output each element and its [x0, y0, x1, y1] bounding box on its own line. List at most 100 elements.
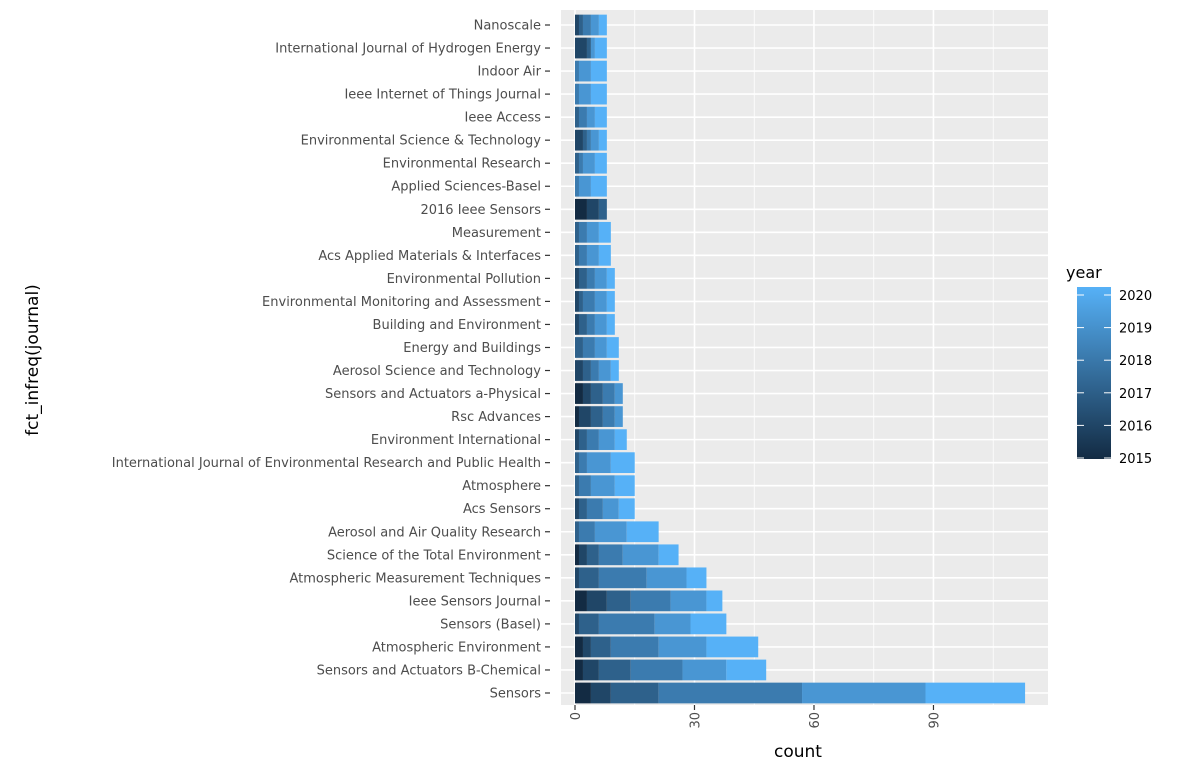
- bar-segment-2020: [626, 521, 659, 543]
- bar-segment-2018: [630, 590, 671, 612]
- category-label: Energy and Buildings: [403, 341, 541, 356]
- bar-segment-2020: [706, 590, 723, 612]
- category-label: Building and Environment: [373, 318, 541, 333]
- legend-title: year: [1066, 263, 1102, 282]
- x-axis-title: count: [774, 742, 822, 762]
- bar-segment-2017: [575, 452, 579, 474]
- bar-segment-2019: [578, 60, 591, 82]
- bar-segment-2018: [602, 406, 615, 427]
- bar-segment-2017: [582, 129, 587, 151]
- category-label: Sensors (Basel): [440, 617, 541, 632]
- bar-segment-2015: [575, 590, 587, 612]
- bar-segment-2020: [726, 659, 767, 681]
- bar-segment-2017: [590, 383, 603, 404]
- bar-segment-2018: [602, 383, 615, 404]
- bar-segment-2019: [586, 106, 595, 128]
- legend-label: 2015: [1119, 452, 1152, 467]
- bar-segment-2020: [690, 613, 727, 635]
- bar-segment-2019: [658, 636, 707, 658]
- category-label: International Journal of Hydrogen Energy: [275, 42, 541, 57]
- bar-segment-2018: [582, 291, 595, 312]
- bar-segment-2018: [578, 244, 587, 266]
- bar-segment-2017: [598, 659, 631, 681]
- category-label: Science of the Total Environment: [327, 548, 541, 563]
- legend-label: 2019: [1119, 322, 1152, 337]
- bar-segment-2016: [575, 613, 579, 635]
- bar-segment-2016: [578, 544, 587, 566]
- bar-segment-2018: [598, 613, 655, 635]
- legend-labels: 2020 2019 2018 2017 2016 2015: [1077, 289, 1152, 467]
- bar-segment-2018: [582, 14, 591, 36]
- bar-segment-2017: [606, 590, 631, 612]
- bar-segment-2017: [578, 268, 587, 289]
- bar-segment-2019: [582, 152, 595, 174]
- bar-segment-2017: [578, 567, 599, 589]
- category-label: Applied Sciences-Basel: [391, 180, 541, 195]
- category-label: Sensors and Actuators B-Chemical: [317, 663, 541, 678]
- bar-segment-2015: [575, 198, 587, 220]
- bar-segment-2020: [606, 291, 615, 312]
- plot-panel: [561, 10, 1048, 705]
- bar-segment-2017: [575, 337, 583, 358]
- bar-segment-2017: [586, 37, 591, 59]
- bar-segment-2016: [575, 291, 579, 312]
- bar-segment-2019: [578, 83, 591, 105]
- x-tick-label: 0: [569, 712, 584, 720]
- bar-segment-2020: [594, 152, 607, 174]
- category-labels: Nanoscale International Journal of Hydrog…: [112, 19, 550, 702]
- bar-segment-2019: [614, 406, 623, 427]
- bar-segment-2019: [654, 613, 691, 635]
- bar-segment-2020: [590, 60, 607, 82]
- category-label: Environmental Science & Technology: [301, 134, 542, 149]
- bar-segment-2019: [594, 337, 607, 358]
- bar-segment-2020: [594, 37, 607, 59]
- category-label: Ieee Sensors Journal: [409, 594, 541, 609]
- bar-segment-2015: [575, 544, 579, 566]
- bar-segment-2019: [622, 544, 659, 566]
- bar-segment-2018: [578, 106, 587, 128]
- bar-segment-2017: [575, 244, 579, 266]
- category-label: International Journal of Environmental R…: [112, 456, 541, 471]
- bar-segment-2020: [686, 567, 707, 589]
- bar-segment-2018: [590, 360, 599, 381]
- bar-segment-2017: [590, 636, 611, 658]
- bar-segment-2018: [598, 567, 647, 589]
- bar-segment-2020: [610, 360, 619, 381]
- bar-segment-2016: [575, 360, 583, 381]
- legend-colorbar: [1077, 287, 1111, 459]
- bar-segment-2018: [586, 429, 599, 450]
- bar-segment-2019: [586, 244, 599, 266]
- bar-segment-2018: [578, 475, 591, 497]
- category-label: Atmosphere: [462, 479, 541, 494]
- bar-segment-2020: [606, 268, 615, 289]
- bar-segment-2020: [925, 682, 1026, 704]
- bar-segment-2017: [575, 521, 579, 543]
- bar-segment-2017: [575, 475, 579, 497]
- bar-segment-2019: [594, 314, 607, 335]
- bar-segment-2016: [575, 567, 579, 589]
- bar-segment-2019: [594, 521, 627, 543]
- y-axis-title: fct_infreq(journal): [23, 284, 43, 436]
- bar-segment-2016: [586, 198, 599, 220]
- category-label: Environmental Monitoring and Assessment: [262, 295, 541, 310]
- x-tick-label: 90: [927, 712, 942, 729]
- bar-segment-2020: [614, 475, 635, 497]
- bar-segment-2018: [582, 337, 595, 358]
- bar-segment-2016: [575, 429, 579, 450]
- bar-segment-2016: [578, 406, 591, 427]
- bar-segment-2018: [586, 129, 591, 151]
- bar-segment-2016: [575, 268, 579, 289]
- bar-segment-2018: [578, 221, 587, 243]
- category-label: Ieee Access: [465, 111, 542, 126]
- bar-segment-2019: [590, 14, 599, 36]
- bar-segment-2019: [598, 429, 615, 450]
- bar-segment-2019: [590, 129, 599, 151]
- bar-segment-2018: [610, 636, 659, 658]
- bar-segment-2019: [670, 590, 707, 612]
- bar-segment-2018: [575, 83, 579, 105]
- bar-segment-2020: [598, 244, 611, 266]
- bar-segment-2019: [802, 682, 926, 704]
- bar-segment-2018: [578, 452, 587, 474]
- bar-segment-2017: [578, 291, 583, 312]
